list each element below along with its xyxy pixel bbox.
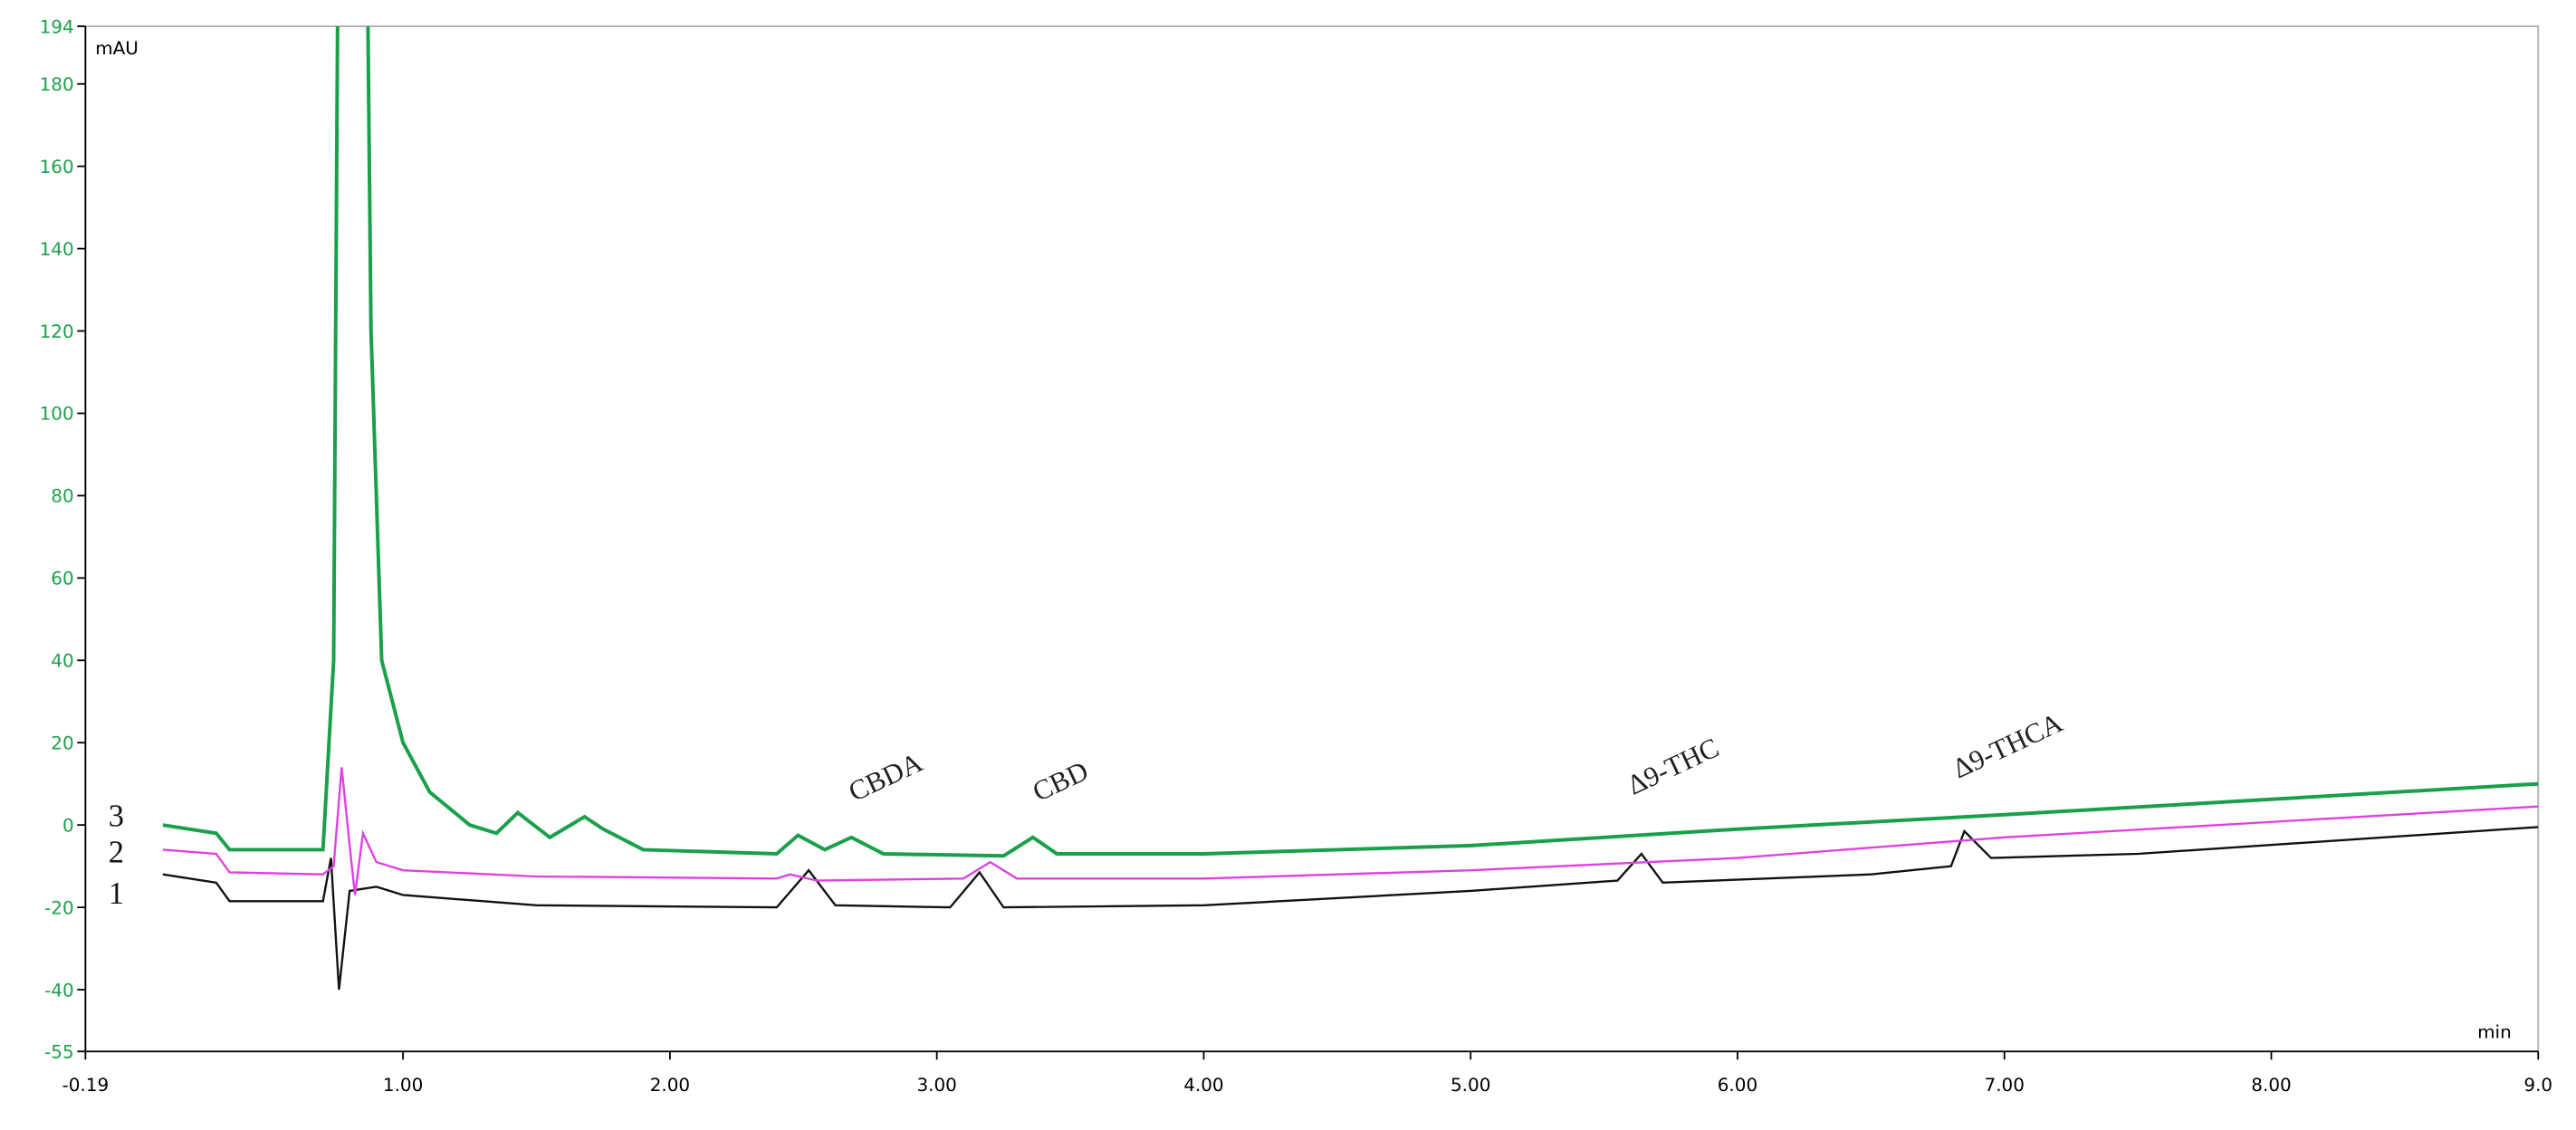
plot-area xyxy=(84,25,2540,1053)
y-tick-label: 140 xyxy=(40,238,74,260)
y-tick-label: 180 xyxy=(40,73,74,95)
x-tick-label: 7.00 xyxy=(1985,1074,2025,1096)
x-tick-label: 2.00 xyxy=(650,1074,690,1096)
trace-label: 3 xyxy=(109,800,124,834)
trace-line xyxy=(162,26,2539,858)
y-tick-label: -55 xyxy=(44,1041,74,1063)
x-tick-label: 3.00 xyxy=(916,1074,956,1096)
trace-line xyxy=(162,767,2539,895)
trace-label: 1 xyxy=(109,876,124,911)
x-tick-label: 5.00 xyxy=(1451,1074,1490,1096)
x-tick-label: 9.0 xyxy=(2523,1074,2552,1096)
y-tick-label: 60 xyxy=(51,568,73,589)
y-tick-label: 20 xyxy=(51,732,73,753)
y-tick-label: -20 xyxy=(44,896,74,918)
x-tick-label: -0.19 xyxy=(62,1074,110,1096)
traces xyxy=(162,26,2539,991)
trace-line xyxy=(162,826,2539,991)
y-tick-label: 120 xyxy=(40,321,74,342)
x-tick-label: 1.00 xyxy=(383,1074,423,1096)
y-tick-label: 194 xyxy=(40,15,74,37)
y-unit-label: mAU xyxy=(95,37,139,59)
y-tick-label: 100 xyxy=(40,403,74,425)
y-tick-label: 160 xyxy=(40,156,74,177)
y-tick-label: -40 xyxy=(44,979,74,1001)
trace-label: 2 xyxy=(109,836,124,870)
x-unit-label: min xyxy=(2477,1021,2512,1043)
x-tick-label: 8.00 xyxy=(2251,1074,2291,1096)
x-tick-label: 4.00 xyxy=(1183,1074,1223,1096)
y-tick-label: 0 xyxy=(62,814,74,836)
y-tick-label: 80 xyxy=(51,485,73,507)
x-tick-label: 6.00 xyxy=(1718,1074,1757,1096)
y-tick-label: 40 xyxy=(51,650,73,672)
